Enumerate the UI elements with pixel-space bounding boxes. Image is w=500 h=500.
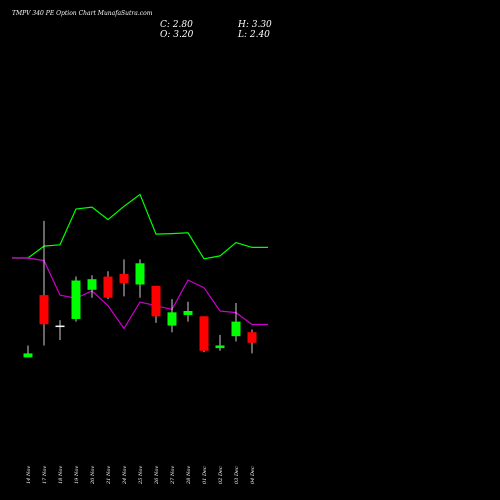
indicator-lines <box>12 193 268 330</box>
candle <box>23 345 33 358</box>
open-value: O: 3.20 <box>160 30 194 40</box>
candle <box>167 299 177 333</box>
indicator-line-2 <box>12 257 268 330</box>
low-value: L: 2.40 <box>237 30 270 40</box>
x-tick-label: 24 Nov <box>122 466 128 485</box>
chart-title: TMPV 340 PE Option Chart MunafaSutra.com <box>12 10 153 17</box>
indicator-line-1 <box>12 193 268 260</box>
x-tick-label: 20 Nov <box>90 466 96 485</box>
x-tick-label: 02 Dec <box>218 466 224 484</box>
x-tick-label: 26 Nov <box>154 466 160 485</box>
high-value: H: 3.30 <box>237 20 272 30</box>
x-tick-label: 17 Nov <box>42 466 48 484</box>
x-tick-label: 21 Nov <box>106 466 112 485</box>
x-tick-label: 18 Nov <box>58 466 64 484</box>
candle <box>247 329 257 354</box>
candle <box>71 276 81 322</box>
candle-body <box>199 316 209 351</box>
candle-body <box>55 325 65 328</box>
candle-body <box>183 311 193 315</box>
x-tick-label: 14 Nov <box>26 466 32 484</box>
candle-body <box>231 321 241 337</box>
candle <box>39 220 49 346</box>
candle <box>55 320 65 341</box>
candle-body <box>119 273 129 284</box>
candles <box>23 220 257 358</box>
x-tick-label: 19 Nov <box>74 466 80 484</box>
candle <box>215 334 225 351</box>
x-tick-label: 28 Nov <box>186 466 192 485</box>
x-tick-label: 01 Dec <box>202 466 208 484</box>
candle-body <box>135 263 145 285</box>
candle <box>135 259 145 298</box>
candle-body <box>103 276 113 298</box>
candle-body <box>87 279 97 290</box>
candle <box>151 285 161 323</box>
candle <box>103 271 113 300</box>
x-tick-label: 25 Nov <box>138 466 144 485</box>
candle-body <box>23 353 33 358</box>
candle-body <box>39 295 49 325</box>
candle-body <box>215 345 225 349</box>
x-axis-labels: 14 Nov 17 Nov 18 Nov 19 Nov 20 Nov 21 Nov 24 N… <box>26 466 256 485</box>
candle <box>183 301 193 322</box>
candle <box>199 316 209 353</box>
x-tick-label: 03 Dec <box>234 466 240 484</box>
candle <box>87 275 97 298</box>
candle-body <box>151 285 161 317</box>
close-value: C: 2.80 <box>160 20 193 30</box>
candle-body <box>71 280 81 319</box>
candle <box>231 303 241 342</box>
candle-body <box>247 332 257 343</box>
x-tick-label: 04 Dec <box>250 466 256 484</box>
candle-body <box>167 312 177 326</box>
candle <box>119 259 129 297</box>
x-tick-label: 27 Nov <box>170 466 176 485</box>
